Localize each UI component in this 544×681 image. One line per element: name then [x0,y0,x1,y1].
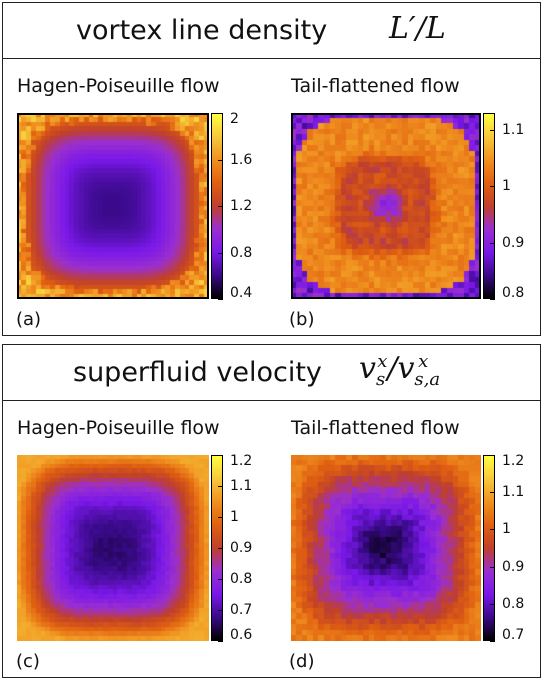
colorbar-tick-mark [218,206,223,207]
vortex-density-panel: vortex line density L′/L Hagen-Poiseuill… [2,2,541,336]
colorbar-tick-label: 1.1 [502,484,525,501]
superfluid-velocity-panel: superfluid velocity vsx/vs,ax Hagen-Pois… [2,344,541,678]
colorbar-tick-mark [490,186,495,188]
heatmap-c [17,455,209,641]
colorbar-tick-label: 0.8 [230,571,253,587]
heatmap-b [291,113,481,299]
colorbar-tick-label: 1 [502,178,511,195]
colorbar-tick-label: 0.8 [502,595,525,612]
colorbar-tick-mark [218,548,223,549]
colorbar-tick-label: 0.6 [230,627,253,643]
colorbar-tick-mark [490,529,495,531]
subtitle-tail-flattened: Tail-flattened flow [291,417,460,439]
colorbar-tick-mark [218,641,223,642]
heatmap-canvas-b [291,113,481,299]
panel-math-label: L′/L [389,11,446,46]
colorbar-tick-mark [218,113,223,114]
colorbar-tick-label: 2 [230,111,239,127]
subtitle-hagen-poiseuille: Hagen-Poiseuille flow [17,75,220,97]
colorbar-tick-label: 1.2 [230,453,253,469]
label-a: (a) [16,309,42,330]
colorbar-tick-mark [218,517,223,518]
colorbar-tick-label: 1.1 [502,121,525,138]
panel-title: vortex line density [76,15,328,46]
label-d: (d) [289,651,315,672]
heatmap-a [17,113,209,299]
colorbar-tick-label: 0.8 [502,285,525,301]
colorbar-tick-mark [490,492,495,494]
label-b: (b) [289,309,315,330]
panel-header: superfluid velocity vsx/vs,ax [3,345,540,401]
colorbar-tick-mark [490,242,495,244]
colorbar-tick-label: 0.7 [230,602,253,618]
panel-math-label: vsx/vs,ax [359,351,441,390]
subtitle-hagen-poiseuille: Hagen-Poiseuille flow [17,417,220,439]
colorbar-tick-mark [218,159,223,161]
colorbar-tick-mark [490,299,495,300]
colorbar-tick-mark [218,299,223,300]
colorbar-tick-label: 0.9 [230,540,253,556]
colorbar-tick-label: 0.4 [230,285,253,301]
colorbar-tick-mark [490,603,495,605]
colorbar-tick-label: 1.6 [230,151,253,168]
label-c: (c) [16,651,40,672]
colorbar-tick-label: 1.1 [230,478,253,494]
colorbar-tick-mark [490,566,495,568]
panel-title: superfluid velocity [73,357,322,388]
colorbar-tick-mark [490,641,495,642]
colorbar-tick-mark [490,455,495,456]
colorbar-tick-mark [490,129,495,131]
colorbar-tick-mark [218,486,223,487]
panel-header: vortex line density L′/L [3,3,540,59]
heatmap-canvas-c [17,455,209,641]
colorbar-d [483,455,495,641]
colorbar-tick-label: 1.2 [230,198,253,214]
heatmap-canvas-d [291,455,481,641]
colorbar-tick-mark [218,252,223,254]
colorbar-tick-label: 1.2 [502,453,525,469]
colorbar-tick-mark [218,455,223,456]
colorbar-tick-label: 1 [502,521,511,538]
heatmap-d [291,455,481,641]
subtitle-tail-flattened: Tail-flattened flow [291,75,460,97]
colorbar-tick-mark [218,579,223,580]
colorbar-tick-label: 1 [230,509,239,525]
heatmap-canvas-a [17,113,209,299]
colorbar-tick-label: 0.8 [230,244,253,261]
colorbar-tick-label: 0.7 [502,627,525,643]
colorbar-b [483,113,495,299]
colorbar-tick-label: 0.9 [502,558,525,575]
colorbar-tick-mark [218,610,223,611]
colorbar-tick-label: 0.9 [502,234,525,251]
